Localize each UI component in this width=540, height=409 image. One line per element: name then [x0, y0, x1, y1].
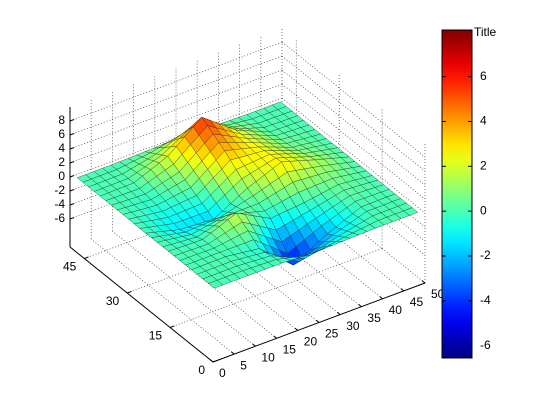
x-tick-label: 35 — [367, 311, 381, 325]
y-tick — [84, 256, 89, 259]
y-tick — [127, 290, 132, 294]
z-tick — [69, 132, 75, 136]
x-tick-label: 40 — [389, 303, 403, 317]
x-tick-label: 5 — [240, 358, 247, 372]
x-tick-label: 50 — [431, 287, 445, 301]
colorbar-bar — [441, 29, 473, 359]
grid-line — [154, 215, 299, 331]
x-tick — [421, 280, 426, 284]
z-tick — [69, 216, 75, 220]
z-tick — [69, 160, 75, 164]
grid-line — [281, 41, 426, 158]
grid-line — [112, 230, 256, 347]
x-tick-label: 45 — [410, 295, 424, 309]
x-tick-label: 30 — [346, 319, 360, 333]
y-tick — [169, 325, 175, 328]
y-tick-label: 30 — [106, 294, 120, 308]
y-tick-label: 15 — [149, 329, 163, 343]
x-tick — [252, 343, 256, 347]
y-tick-label: 0 — [198, 363, 205, 377]
surface-patch — [208, 280, 224, 289]
x-tick-label: 0 — [219, 366, 226, 380]
z-tick-label: 2 — [58, 155, 65, 169]
y-tick-label: 45 — [63, 260, 77, 274]
x-tick — [379, 296, 383, 300]
y-axis — [69, 246, 214, 363]
colorbar-tick-label: 0 — [480, 203, 487, 217]
grid-line — [281, 55, 426, 172]
colorbar-title: Title — [474, 25, 497, 39]
z-tick-label: 8 — [58, 113, 65, 127]
z-tick-label: -4 — [54, 197, 65, 211]
z-tick — [69, 118, 75, 122]
colorbar-tick-label: 2 — [480, 158, 487, 172]
grid-line — [218, 191, 362, 308]
z-tick-label: -6 — [54, 211, 65, 225]
grid-line — [281, 83, 426, 200]
x-tick-label: 10 — [261, 350, 275, 364]
grid-line — [281, 97, 426, 214]
grid-line — [196, 199, 341, 315]
x-tick — [294, 327, 299, 331]
x-tick — [400, 288, 405, 292]
x-tick — [358, 304, 362, 308]
colorbar-tick-label: 4 — [480, 114, 487, 128]
z-tick — [69, 188, 75, 192]
colorbar-tick-label: -6 — [480, 338, 491, 352]
x-tick — [315, 319, 320, 323]
grid-line — [281, 69, 426, 186]
colorbar-tick-label: -2 — [480, 248, 491, 262]
z-tick — [69, 174, 75, 178]
x-axis — [212, 282, 426, 363]
x-tick — [231, 351, 235, 355]
colorbar-tick-label: 6 — [480, 69, 487, 83]
z-tick — [69, 146, 75, 150]
z-tick-label: 0 — [58, 169, 65, 183]
x-tick-label: 20 — [304, 335, 318, 349]
x-tick — [337, 311, 341, 315]
grid-line — [133, 222, 277, 339]
x-tick — [273, 335, 277, 339]
z-tick-label: 6 — [58, 127, 65, 141]
z-tick — [69, 202, 75, 206]
grid-line — [90, 238, 235, 355]
z-tick-label: -2 — [54, 183, 65, 197]
grid-line — [281, 167, 426, 284]
surface — [76, 101, 419, 289]
colorbar: Title -6 -4 -2 0 2 4 6 — [441, 25, 497, 359]
x-tick-label: 25 — [325, 327, 339, 341]
grid-line — [175, 207, 320, 323]
x-tick-label: 15 — [283, 342, 297, 356]
grid-line — [260, 175, 405, 292]
z-tick-label: 4 — [58, 141, 65, 155]
grid-line — [239, 183, 383, 300]
colorbar-tick-label: -4 — [480, 293, 491, 307]
